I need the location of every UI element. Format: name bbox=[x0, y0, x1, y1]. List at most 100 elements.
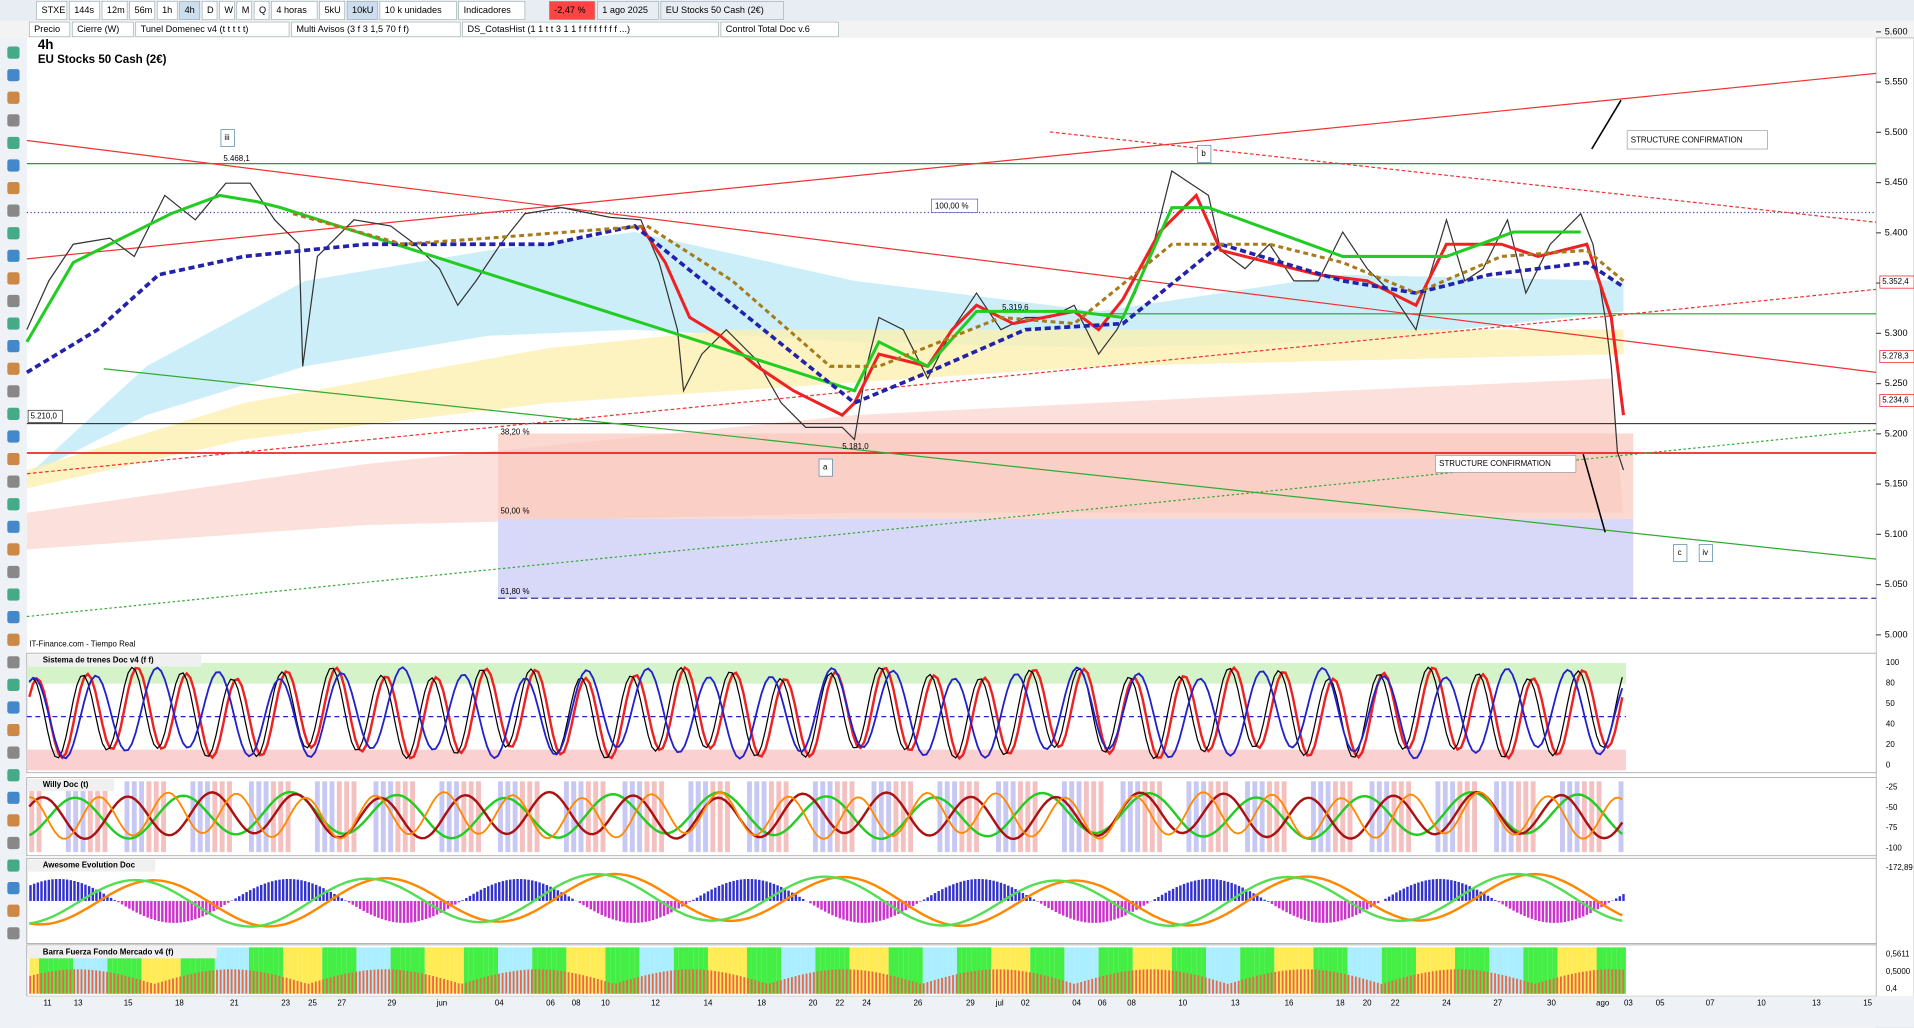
tool-icon[interactable] bbox=[7, 588, 20, 601]
button[interactable] bbox=[346, 1, 378, 20]
histogram-bar bbox=[1589, 970, 1592, 994]
histogram-bar bbox=[622, 900, 625, 923]
button[interactable] bbox=[319, 1, 346, 20]
tool-icon[interactable] bbox=[7, 294, 20, 308]
tool-icon[interactable] bbox=[7, 227, 20, 240]
histogram-bar bbox=[494, 974, 497, 994]
tool-icon[interactable] bbox=[7, 769, 20, 782]
tool-icon[interactable] bbox=[7, 385, 20, 398]
tool-icon[interactable] bbox=[7, 882, 20, 895]
button-label[interactable]: M bbox=[242, 5, 250, 15]
tool-icon[interactable] bbox=[7, 249, 20, 262]
button[interactable] bbox=[271, 1, 318, 20]
button-label[interactable]: EU Stocks 50 Cash (2€) bbox=[666, 5, 764, 15]
tool-icon[interactable] bbox=[7, 159, 20, 172]
button[interactable] bbox=[69, 1, 100, 20]
tool-icon[interactable] bbox=[7, 181, 20, 195]
button-label[interactable]: 4h bbox=[185, 5, 195, 15]
button[interactable] bbox=[458, 1, 526, 20]
tool-icon[interactable] bbox=[7, 452, 20, 466]
histogram-bar bbox=[51, 879, 54, 901]
tool-icon[interactable] bbox=[7, 204, 20, 217]
button[interactable] bbox=[135, 21, 290, 38]
button-label[interactable]: Multi Avisos (3 f 3 1,5 70 f f) bbox=[296, 24, 409, 34]
button[interactable] bbox=[201, 1, 218, 20]
button[interactable] bbox=[36, 1, 68, 20]
tool-icon[interactable] bbox=[7, 543, 20, 556]
button-label[interactable]: 1h bbox=[162, 5, 172, 15]
button-label[interactable]: 56m bbox=[135, 5, 153, 15]
button-label[interactable]: 10 k unidades bbox=[385, 5, 442, 15]
button-label[interactable]: 1 ago 2025 bbox=[602, 5, 648, 15]
button-label[interactable]: DS_CotasHist (1 1 t t 3 1 1 f f f f f f … bbox=[468, 24, 631, 34]
time-tick-label: 18 bbox=[757, 999, 766, 1008]
button[interactable] bbox=[129, 1, 156, 20]
tool-icon[interactable] bbox=[7, 814, 20, 827]
tool-icon[interactable] bbox=[7, 69, 20, 82]
histogram-bar bbox=[1527, 981, 1529, 994]
tool-icon[interactable] bbox=[7, 656, 20, 669]
tool-icon[interactable] bbox=[7, 520, 20, 533]
button[interactable] bbox=[462, 21, 719, 38]
tool-icon[interactable] bbox=[7, 701, 20, 714]
tool-icon[interactable] bbox=[7, 475, 20, 488]
tool-icon[interactable] bbox=[7, 272, 20, 285]
button[interactable] bbox=[219, 1, 235, 20]
button[interactable] bbox=[597, 1, 659, 20]
button[interactable] bbox=[660, 1, 784, 20]
button[interactable] bbox=[720, 21, 839, 38]
tool-icon[interactable] bbox=[7, 836, 20, 850]
button-label[interactable]: Tunel Domenec v4 (t t t t t) bbox=[141, 24, 249, 34]
button-label[interactable]: 5kU bbox=[324, 5, 340, 15]
histogram-bar bbox=[820, 781, 826, 853]
button-label[interactable]: Precio bbox=[34, 24, 60, 34]
button-label[interactable]: Q bbox=[259, 5, 266, 15]
tool-icon[interactable] bbox=[7, 114, 20, 127]
tool-icon[interactable] bbox=[7, 430, 20, 443]
histogram-bar bbox=[384, 900, 387, 921]
button-label[interactable]: 144s bbox=[74, 5, 94, 15]
histogram-bar bbox=[102, 781, 108, 853]
button-label[interactable]: 12m bbox=[107, 5, 125, 15]
tool-icon[interactable] bbox=[7, 362, 20, 375]
button[interactable] bbox=[28, 21, 71, 38]
tool-icon[interactable] bbox=[7, 904, 20, 917]
button[interactable] bbox=[156, 1, 178, 20]
tool-icon[interactable] bbox=[7, 565, 20, 579]
button-label[interactable]: 4 horas bbox=[276, 5, 307, 15]
tool-icon[interactable] bbox=[7, 498, 20, 511]
button-label[interactable]: -2,47 % bbox=[554, 5, 586, 15]
tool-icon[interactable] bbox=[7, 723, 20, 737]
button[interactable] bbox=[236, 1, 253, 20]
tool-icon[interactable] bbox=[7, 678, 20, 691]
indicator-decoration bbox=[28, 665, 1626, 994]
button-label[interactable]: W bbox=[224, 5, 233, 15]
tool-icon[interactable] bbox=[7, 791, 20, 804]
tool-icon[interactable] bbox=[7, 927, 20, 940]
tool-icon[interactable] bbox=[7, 136, 20, 150]
button-label[interactable]: D bbox=[207, 5, 214, 15]
button[interactable] bbox=[101, 1, 128, 20]
tool-icon[interactable] bbox=[7, 633, 20, 646]
button[interactable] bbox=[379, 1, 457, 20]
button[interactable] bbox=[253, 1, 270, 20]
tool-icon[interactable] bbox=[7, 91, 20, 104]
button[interactable] bbox=[291, 21, 461, 38]
button[interactable] bbox=[548, 1, 596, 20]
tool-icon[interactable] bbox=[7, 859, 20, 872]
tool-icon[interactable] bbox=[7, 317, 20, 330]
button-label[interactable]: 10kU bbox=[352, 5, 373, 15]
tool-icon[interactable] bbox=[7, 340, 20, 353]
tool-icon[interactable] bbox=[7, 407, 20, 421]
button[interactable] bbox=[71, 21, 134, 38]
button-label[interactable]: Cierre (W) bbox=[77, 24, 119, 34]
button-label[interactable]: STXE bbox=[42, 5, 66, 15]
histogram-bar bbox=[1219, 880, 1222, 901]
tool-icon[interactable] bbox=[7, 611, 20, 624]
button-label[interactable]: Indicadores bbox=[464, 5, 512, 15]
tool-icon[interactable] bbox=[7, 746, 20, 759]
histogram-bar bbox=[666, 781, 672, 853]
tool-icon[interactable] bbox=[7, 46, 20, 59]
button[interactable] bbox=[179, 1, 201, 20]
button-label[interactable]: Control Total Doc v.6 bbox=[726, 24, 810, 34]
